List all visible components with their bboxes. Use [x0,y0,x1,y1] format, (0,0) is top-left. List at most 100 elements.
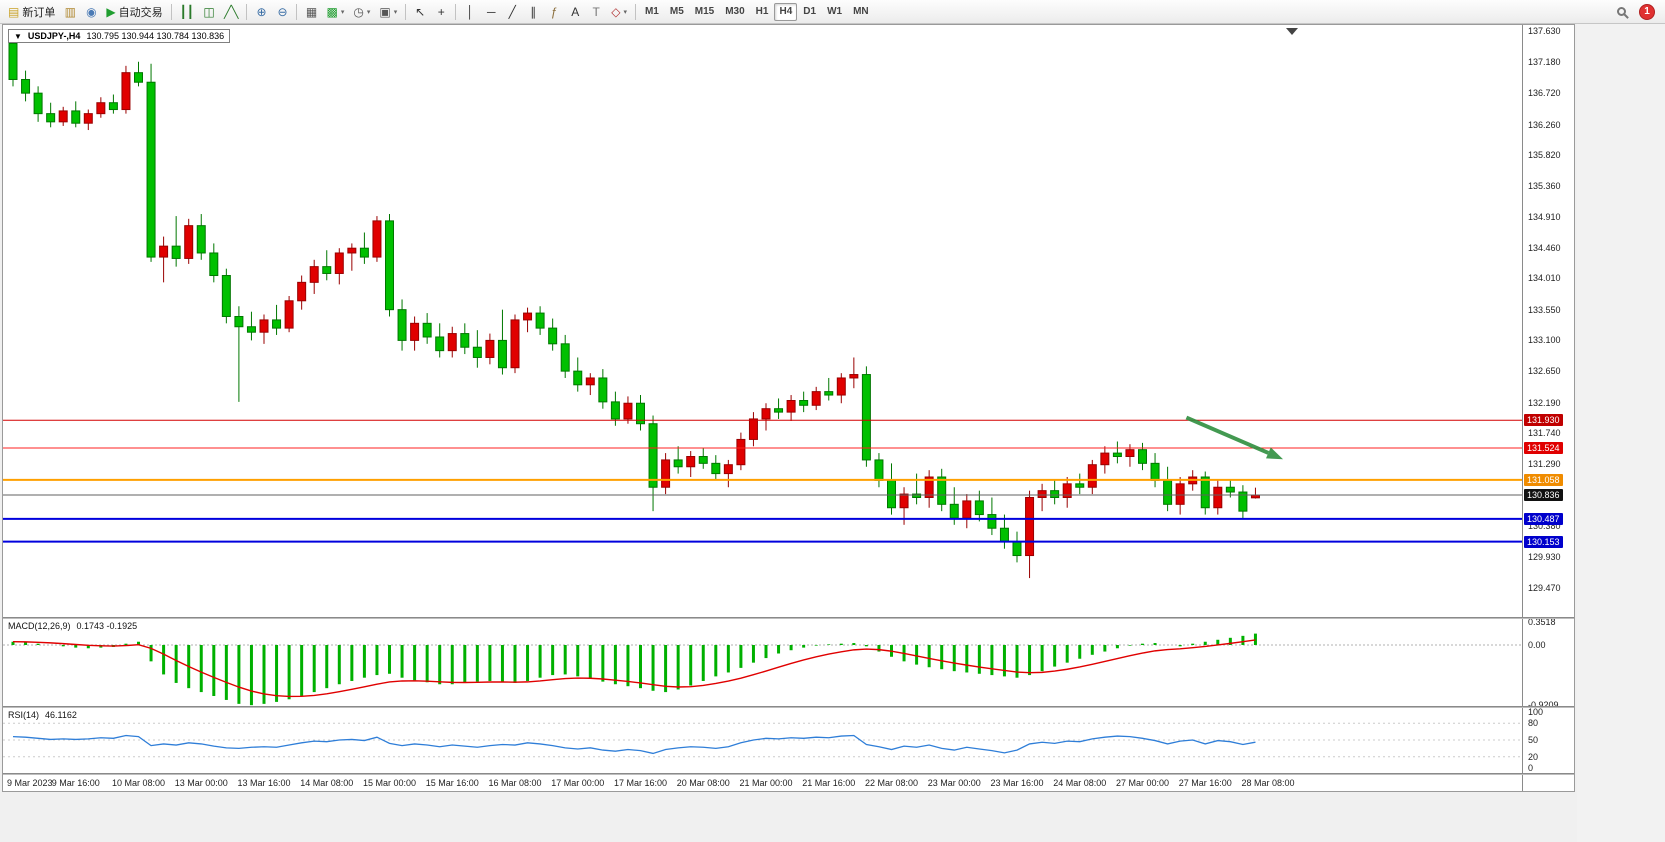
candle-body [1125,449,1135,458]
price-tick-label: 135.360 [1528,181,1561,192]
price-tick-label: 133.550 [1528,304,1561,315]
timeframe-mn[interactable]: MN [848,3,874,21]
macd-canvas[interactable] [3,619,1522,706]
search-button[interactable] [1611,2,1631,22]
timeframe-w1-label: W1 [827,6,843,17]
rsi-value: 46.1162 [45,710,77,720]
dropdown-arrow-icon: ▾ [623,8,627,16]
trend-arrow-line[interactable] [1185,415,1270,455]
time-tick-label: 17 Mar 00:00 [551,778,605,788]
candle-body [246,326,256,333]
fibonacci-button[interactable]: ƒ [544,2,564,22]
price-level-badge: 130.153 [1524,535,1563,548]
candle-body [661,459,671,488]
candle-body [598,377,608,403]
candle-body [748,418,758,440]
price-tick-label: 136.260 [1528,119,1561,130]
timeframe-h4[interactable]: H4 [774,2,798,21]
crosshair-button[interactable]: + [431,2,451,22]
new-order-button[interactable]: ▤ 新订单 [4,2,59,22]
time-tick-label: 14 Mar 08:00 [300,778,354,788]
candlestick-icon: ◫ [203,4,215,19]
price-axis[interactable]: 131.930 131.524 131.058 130.836 130.487 130.1… [1522,25,1574,791]
bar-chart-button[interactable]: ┃┃ [176,2,198,22]
zoom-out-icon: ⊖ [277,4,288,19]
trend-arrow-head [1265,447,1284,460]
rsi-tick-label: 80 [1528,718,1539,729]
timeframe-d1[interactable]: D1 [798,3,821,21]
cursor-button[interactable]: ↖ [410,2,430,22]
candle-body [510,319,520,369]
trendline-button[interactable]: ╱ [502,2,522,22]
candlestick-chart-button[interactable]: ◫ [199,2,219,22]
profile-icon: ◉ [86,4,97,19]
macd-signal-line [12,639,1256,698]
candle-body [108,102,118,111]
time-tick-label: 21 Mar 00:00 [739,778,793,788]
toolbar-separator [296,3,298,20]
panel-divider-macd[interactable] [3,617,1574,619]
price-tick-label: 137.180 [1528,56,1561,67]
new-order-icon: ▤ [8,4,20,19]
rsi-line [12,734,1256,755]
candle-body [811,391,821,406]
candle-body [1150,462,1160,481]
rsi-canvas[interactable] [3,708,1522,773]
label-button[interactable]: T [586,2,606,22]
timeframe-m5[interactable]: M5 [665,3,689,21]
price-level-badge: 131.524 [1524,442,1563,455]
text-button[interactable]: A [565,2,585,22]
toolbar-separator [405,3,407,20]
price-tick-label: 134.010 [1528,273,1561,284]
main-toolbar: ▤ 新订单 ▥ ◉ ▶ 自动交易 ┃┃ ◫ ╱╲ ⊕ ⊖ ▦ ▩ ▾ ◷ ▾ ▣ ▾ ↖ + │ ─ ╱ ∥ ƒ A T ◇ ▾ M1 M5… [0,0,1665,24]
toolbar-right: 1 [1611,2,1661,22]
cursor-icon: ↖ [415,4,426,19]
timeframe-m15-label: M15 [694,6,715,17]
tile-windows-button[interactable]: ▦ [301,2,321,22]
dropdown-arrow-icon: ▾ [366,8,371,16]
equidistant-channel-button[interactable]: ∥ [523,2,543,22]
timeframe-m30-label: M30 [725,6,745,17]
toolbar-separator [170,3,172,20]
macd-tick-label: 0.00 [1528,640,1546,650]
symbol-dropdown-icon[interactable]: ▼ [14,31,22,41]
candle-body [435,336,445,352]
main-chart-canvas[interactable] [3,25,1522,617]
timeframe-w1[interactable]: W1 [822,3,847,21]
line-chart-button[interactable]: ╱╲ [220,2,242,22]
zoom-out-button[interactable]: ⊖ [272,2,292,22]
price-tick-label: 131.290 [1528,459,1561,470]
charts-window-button[interactable]: ▥ [60,2,80,22]
candle-body [385,220,394,311]
profile-button[interactable]: ◉ [81,2,101,22]
timeframe-mn-label: MN [853,6,869,17]
price-tick-label: 134.460 [1528,242,1561,253]
horizontal-line-button[interactable]: ─ [481,2,501,22]
zoom-in-button[interactable]: ⊕ [251,2,271,22]
toolbar-buttons: ▤ 新订单 ▥ ◉ ▶ 自动交易 ┃┃ ◫ ╱╲ ⊕ ⊖ ▦ ▩ ▾ ◷ ▾ ▣ ▾ ↖ + │ ─ ╱ ∥ ƒ A T ◇ ▾ M1 M5… [4,2,874,22]
chart-shift-marker-icon[interactable] [1286,28,1298,35]
shapes-button[interactable]: ◇ ▾ [607,2,631,22]
candle-body [1138,449,1147,464]
candle-body [912,493,922,498]
panel-divider-rsi[interactable] [3,706,1574,708]
timeframe-h1[interactable]: H1 [751,3,774,21]
timeframe-m15[interactable]: M15 [690,3,719,21]
notification-badge[interactable]: 1 [1639,3,1655,20]
templates-button[interactable]: ▣ ▾ [375,2,401,22]
periods-button[interactable]: ◷ ▾ [349,2,374,22]
label-icon: T [592,4,600,19]
candle-body [284,300,294,329]
indicators-button[interactable]: ▩ ▾ [322,2,348,22]
candle-body [523,312,533,321]
time-axis[interactable]: 9 Mar 2023 9 Mar 16:00 10 Mar 08:00 13 Mar … [3,775,1522,791]
timeframe-m30[interactable]: M30 [720,3,749,21]
symbol-info-box[interactable]: ▼ USDJPY-,H4 130.795 130.944 130.784 130… [8,29,231,43]
rsi-label: RSI(14) 46.1162 [8,710,77,720]
candle-body [196,225,206,254]
auto-trading-button[interactable]: ▶ 自动交易 [102,2,166,22]
vertical-line-button[interactable]: │ [460,2,480,22]
time-tick-label: 13 Mar 16:00 [237,778,291,788]
timeframe-m1[interactable]: M1 [640,3,664,21]
search-icon [1616,7,1626,16]
